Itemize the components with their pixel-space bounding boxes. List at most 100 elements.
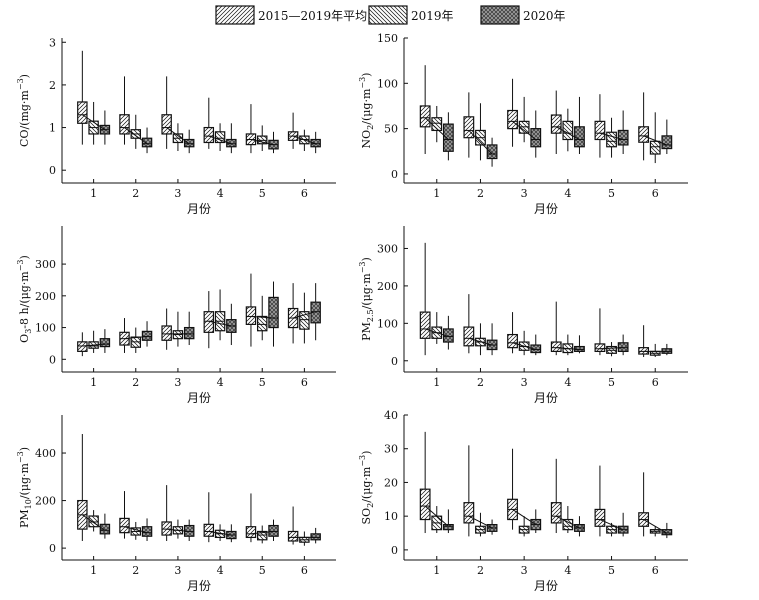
y-tick-label: 50 [384,123,398,136]
box-avg-month-2 [463,445,475,537]
trend-line-month-6 [292,135,316,145]
trend-line-month-2 [124,335,148,340]
x-tick-label: 3 [521,187,528,200]
box-2020-month-5 [268,281,279,347]
box-2020-month-3 [530,110,542,158]
legend-label-2019: 2019年 [411,9,454,23]
x-tick-label: 5 [259,564,266,577]
box-iqr [77,101,88,124]
box-2020-month-4 [574,96,585,154]
panel-co: 0 1 2 3 1 2 3 4 5 6 月份 CO/(mg·m−3) [16,36,336,216]
y-tick-label: 200 [35,290,56,303]
box-iqr [530,344,542,354]
y-tick-label: 0 [391,168,398,181]
box-2020-month-3 [183,311,195,346]
y-tick-label: 30 [384,443,398,456]
box-iqr [99,523,111,535]
box-iqr [562,518,574,531]
box-avg-month-3 [507,312,518,354]
box-iqr [617,129,629,146]
x-axis-label: 月份 [187,579,211,593]
box-2019-month-3 [172,123,184,152]
box-2019-month-2 [130,521,142,540]
box-avg-month-4 [550,301,562,356]
trend-line-month-1 [424,505,449,527]
x-tick-label: 4 [564,564,571,577]
x-tick-label: 2 [132,376,139,389]
box-iqr [245,306,257,325]
box-2019-month-6 [649,343,661,358]
box-avg-month-5 [245,493,257,543]
box-iqr [606,131,617,148]
box-avg-month-6 [287,506,299,545]
box-iqr [661,135,673,150]
box-2020-month-5 [617,334,629,356]
y-tick-label: 2 [49,79,56,92]
box-2020-month-4 [226,123,237,154]
box-avg-month-5 [245,104,257,154]
box-2019-month-1 [431,312,443,344]
panel-pm2-5: 0 100 200 300 1 2 3 4 5 6 月份 PM2.5/(μg·m−3) [358,226,688,405]
x-tick-label: 6 [652,376,659,389]
box-iqr [463,116,475,139]
box-2019-month-3 [172,311,184,347]
box-2019-month-6 [649,112,661,164]
box-2019-month-1 [431,105,443,143]
y-axis-label: NO2/(μg·m−3) [358,73,375,149]
box-iqr [419,488,431,521]
box-2020-month-1 [442,112,454,161]
box-avg-month-5 [594,465,606,537]
trend-line-month-1 [82,514,106,531]
trend-line-month-1 [82,114,106,131]
x-axis-label: 月份 [187,202,211,216]
box-2019-month-1 [88,101,99,145]
panel-pm10: 0 200 400 1 2 3 4 5 6 月份 PM10/(μg·m−3) [16,415,336,593]
box-avg-month-1 [77,332,88,357]
box-iqr [161,325,172,341]
box-avg-month-2 [463,92,475,158]
box-iqr [256,315,268,332]
box-2020-month-4 [226,303,237,346]
x-tick-label: 5 [608,187,615,200]
box-avg-month-6 [638,325,650,358]
box-iqr [442,523,454,531]
box-iqr [507,333,518,349]
box-avg-month-6 [287,283,299,344]
y-tick-label: 20 [384,476,398,489]
trend-line-month-4 [208,135,232,145]
box-iqr [661,529,673,536]
box-2019-month-4 [214,123,226,152]
box-avg-month-4 [203,291,215,349]
box-avg-month-3 [507,448,518,530]
box-2020-month-5 [268,131,279,154]
box-iqr [214,131,226,144]
trend-line-month-2 [468,130,493,155]
box-2020-month-4 [574,335,585,354]
x-axis-label: 月份 [534,391,558,405]
x-tick-label: 1 [433,564,440,577]
box-2019-month-6 [299,531,310,546]
y-axis-label: PM2.5/(μg·m−3) [358,257,375,341]
box-iqr [562,120,574,141]
box-avg-month-6 [287,112,299,149]
box-2019-month-2 [475,323,486,356]
box-avg-month-2 [119,491,130,539]
y-tick-label: 0 [49,164,56,177]
trend-line-month-1 [424,117,449,140]
panel-so2: 0 10 20 30 40 1 2 3 4 5 6 月份 SO2/(μg·m−3) [358,409,688,593]
box-avg-month-1 [77,50,88,145]
y-axis-label: PM10/(μg·m−3) [16,447,33,528]
box-2020-month-3 [530,334,542,356]
legend-label-2020: 2020年 [523,9,566,23]
box-2019-month-4 [562,334,574,356]
box-iqr [530,128,542,148]
box-2019-month-3 [172,519,184,539]
trend-line-month-4 [208,530,232,536]
box-2019-month-3 [518,330,530,356]
x-tick-label: 2 [477,376,484,389]
trend-line-month-4 [556,347,580,351]
box-2020-month-5 [268,519,279,541]
trend-line-month-5 [250,530,274,535]
box-iqr [268,296,279,329]
